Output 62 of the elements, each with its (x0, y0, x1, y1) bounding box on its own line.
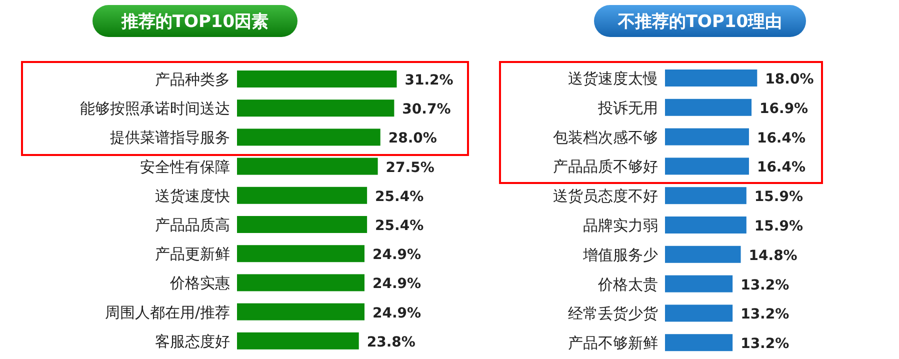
data-label: 25.4% (375, 218, 424, 234)
data-label: 16.9% (760, 100, 808, 117)
bar (665, 98, 752, 116)
bar (665, 304, 733, 322)
y-tick-label: 送货速度太慢 (568, 70, 658, 88)
bar (665, 128, 749, 146)
data-label: 24.9% (372, 276, 422, 292)
chart-title: 不推荐的TOP10理由 (616, 12, 782, 32)
bar (665, 216, 746, 234)
bar (237, 245, 364, 262)
y-tick-label: 产品更新鲜 (155, 245, 230, 264)
data-label: 18.0% (765, 72, 814, 88)
y-tick-label: 价格实惠 (169, 274, 230, 292)
bar (665, 70, 758, 86)
data-label: 23.8% (366, 334, 416, 350)
y-tick-label: 价格太贵 (597, 275, 658, 294)
bar (665, 275, 733, 292)
data-label: 30.7% (402, 102, 451, 118)
data-label: 24.9% (372, 247, 422, 264)
y-tick-label: 经常丢货少货 (568, 304, 658, 323)
y-tick-label: 安全性有保障 (140, 158, 230, 176)
bar (665, 246, 741, 263)
data-label: 13.2% (740, 336, 790, 352)
y-tick-label: 投诉无用 (597, 98, 658, 117)
bar (665, 187, 746, 204)
y-tick-label: 包装档次感不够 (553, 128, 658, 146)
data-label: 25.4% (375, 188, 424, 205)
data-label: 13.2% (740, 277, 790, 294)
y-tick-label: 周围人都在用/推荐 (104, 303, 230, 322)
y-tick-label: 产品品质高 (155, 216, 230, 234)
bar (237, 186, 368, 204)
bar (237, 332, 359, 350)
bar (237, 216, 368, 233)
y-tick-label: 提供菜谱指导服务 (110, 128, 230, 147)
bar (665, 334, 733, 352)
data-label: 13.2% (740, 306, 790, 323)
y-tick-label: 品牌实力弱 (583, 216, 658, 234)
y-tick-label: 产品不够新鲜 (568, 334, 658, 352)
bar (237, 303, 364, 320)
data-label: 28.0% (388, 130, 437, 147)
data-label: 16.4% (756, 130, 806, 146)
data-label: 15.9% (754, 189, 803, 206)
y-tick-label: 客服态度好 (155, 332, 230, 350)
y-tick-label: 送货速度快 (155, 186, 230, 205)
data-label: 27.5% (386, 160, 434, 176)
y-tick-label: 产品品质不够好 (553, 158, 658, 176)
data-label: 24.9% (372, 305, 422, 322)
data-label: 14.8% (748, 248, 798, 264)
chart-title: 推荐的TOP10因素 (120, 12, 269, 32)
bar (237, 70, 397, 88)
y-tick-label: 送货员态度不好 (553, 187, 658, 206)
bar (237, 274, 364, 292)
data-label: 31.2% (404, 72, 454, 88)
data-label: 15.9% (754, 218, 803, 234)
y-tick-label: 产品种类多 (155, 70, 230, 88)
bar (665, 158, 749, 175)
y-tick-label: 能够按照承诺时间送达 (80, 100, 230, 118)
bar (237, 100, 394, 117)
bar (237, 128, 380, 146)
bar (237, 158, 378, 175)
y-tick-label: 增值服务少 (582, 246, 658, 264)
data-label: 16.4% (756, 160, 806, 176)
